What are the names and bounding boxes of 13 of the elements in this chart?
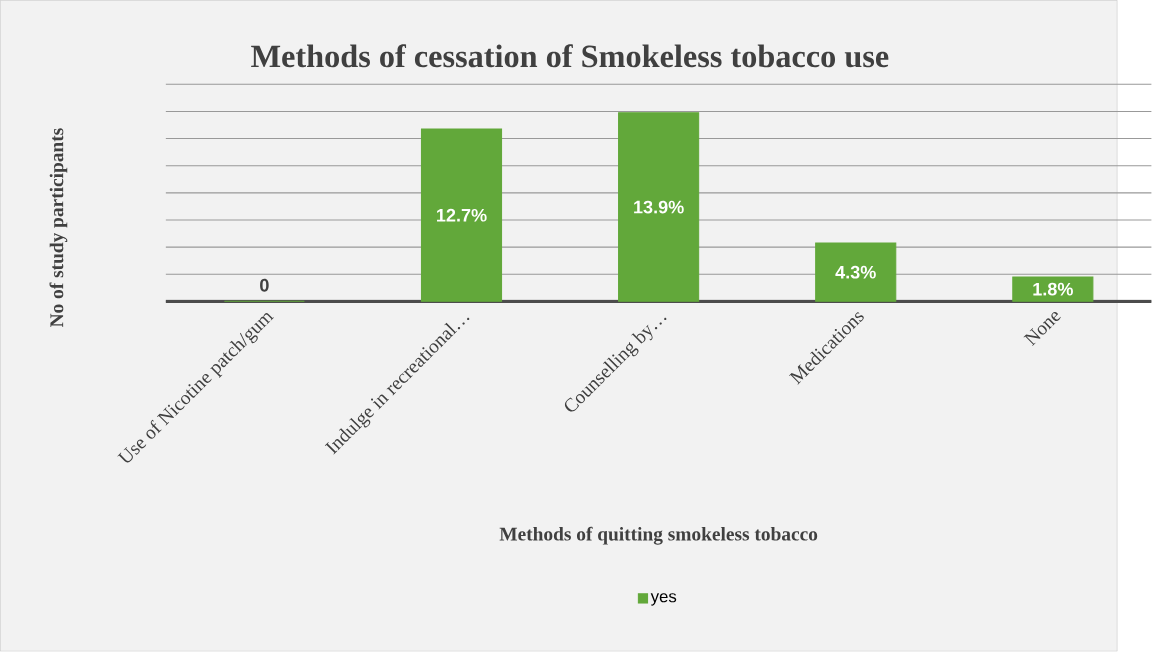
bar xyxy=(815,242,897,303)
bar xyxy=(1012,276,1094,303)
y-axis-title: No of study participants xyxy=(49,128,68,328)
x-axis-title: Methods of quitting smokeless tobacco xyxy=(499,527,818,545)
legend-label: yes xyxy=(650,593,677,606)
data-label: 13.9% xyxy=(634,200,684,214)
data-label: 4.3% xyxy=(835,266,876,279)
data-label: 0 xyxy=(260,279,269,292)
data-label: 12.7% xyxy=(437,209,487,222)
bar xyxy=(618,112,700,303)
chart-title: Methods of cessation of Smokeless tobacco use xyxy=(251,44,889,68)
bar xyxy=(420,128,503,303)
data-label: 1.8% xyxy=(1033,282,1073,296)
